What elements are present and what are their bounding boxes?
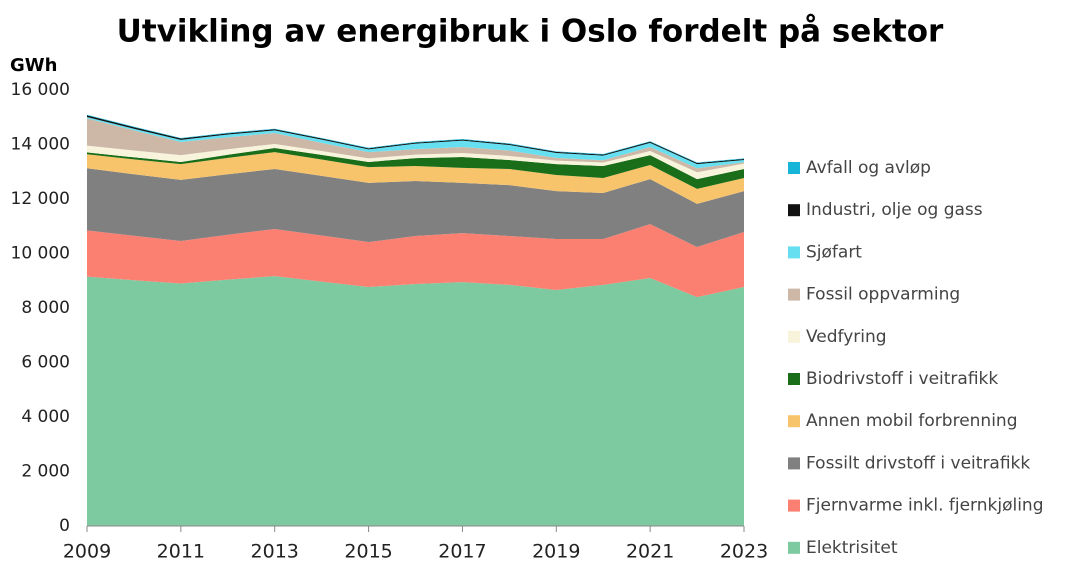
y-tick-label: 14 000 [11, 135, 70, 155]
area [87, 148, 744, 189]
x-tick-label: 2021 [626, 541, 674, 562]
legend-swatch [788, 415, 800, 428]
chart-title: Utvikling av energibruk i Oslo fordelt p… [117, 14, 944, 50]
area [87, 276, 744, 526]
legend-swatch [788, 499, 800, 512]
legend-swatch [788, 373, 800, 385]
legend-label: Vedfyring [806, 327, 887, 347]
legend-swatch [788, 204, 800, 217]
legend-label: Biodrivstoff i veitrafikk [806, 369, 998, 389]
area [87, 143, 744, 180]
x-tick-label: 2019 [532, 541, 580, 562]
y-tick-label: 4 000 [21, 407, 70, 427]
legend-swatch [788, 330, 800, 343]
x-tick-label: 2017 [438, 541, 486, 562]
legend-swatch [788, 457, 800, 470]
x-tick-label: 2013 [251, 541, 299, 562]
legend-swatch [788, 541, 800, 554]
area [87, 168, 744, 247]
x-tick-label: 2023 [720, 541, 768, 562]
x-tick-label: 2009 [63, 541, 111, 562]
legend-swatch [788, 246, 800, 259]
legend-label: Fjernvarme inkl. fjernkjøling [806, 496, 1044, 516]
legend-label: Annen mobil forbrenning [806, 411, 1018, 431]
area [87, 118, 744, 173]
y-tick-label: 6 000 [21, 353, 70, 373]
area [87, 152, 744, 204]
y-axis-label: GWh [10, 55, 57, 76]
area [87, 224, 744, 298]
y-tick-label: 0 [59, 516, 70, 536]
legend-swatch [788, 162, 800, 174]
y-tick-label: 8 000 [21, 298, 70, 318]
x-tick-label: 2011 [157, 541, 205, 562]
legend-label: Industri, olje og gass [806, 200, 983, 220]
y-tick-label: 10 000 [11, 244, 70, 264]
legend-label: Elektrisitet [806, 538, 898, 558]
legend-label: Sjøfart [806, 242, 862, 262]
y-tick-label: 12 000 [11, 189, 70, 209]
y-tick-label: 2 000 [21, 462, 70, 482]
legend-label: Avfall og avløp [806, 158, 931, 178]
legend-label: Fossilt drivstoff i veitrafikk [806, 453, 1030, 473]
area [87, 116, 744, 169]
y-tick-label: 16 000 [11, 80, 70, 100]
legend-swatch [788, 288, 800, 301]
x-tick-label: 2015 [344, 541, 392, 562]
legend-label: Fossil oppvarming [806, 285, 960, 305]
